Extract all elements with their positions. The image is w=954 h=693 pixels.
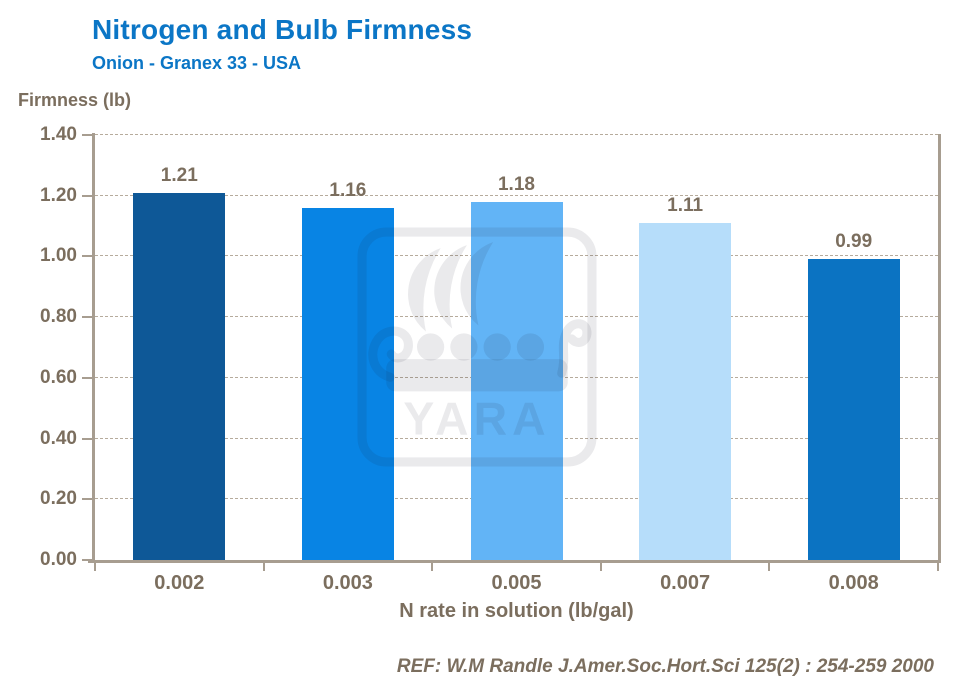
y-axis-tick	[82, 376, 92, 379]
bar-0.002	[133, 192, 226, 560]
bar-0.008	[807, 259, 900, 560]
y-axis-line	[92, 133, 95, 561]
x-axis-tick	[262, 563, 265, 571]
y-tick-label: 0.00	[40, 549, 77, 570]
chart-subtitle: Onion - Granex 33 - USA	[92, 53, 302, 73]
x-axis-line	[88, 560, 941, 563]
y-tick-label: 1.00	[40, 245, 77, 267]
y-tick-label: 1.20	[40, 184, 77, 206]
bar-value-label: 1.16	[329, 179, 367, 201]
y-axis-tick	[82, 134, 92, 136]
bar-0.007	[639, 223, 732, 560]
y-axis-tick	[82, 559, 92, 561]
gridline	[95, 134, 938, 135]
x-axis-title: N rate in solution (lb/gal)	[399, 600, 634, 622]
y-tick-label: 1.40	[40, 124, 77, 145]
x-axis-tick	[599, 563, 602, 571]
x-category-label: 0.002	[154, 572, 205, 594]
y-tick-label: 0.20	[40, 488, 77, 510]
y-axis-tick	[82, 498, 92, 501]
bar-0.005	[470, 201, 563, 560]
x-category-label: 0.003	[322, 572, 373, 594]
gridline	[95, 194, 938, 196]
y-axis-tick	[82, 437, 92, 440]
x-axis-tick	[768, 563, 771, 571]
x-category-label: 0.008	[828, 572, 879, 594]
y-axis-title: Firmness (lb)	[18, 90, 132, 110]
chart-title: Nitrogen and Bulb Firmness	[92, 14, 473, 45]
bar-value-label: 1.11	[667, 195, 704, 217]
y-tick-label: 0.40	[40, 427, 77, 449]
x-category-label: 0.007	[660, 572, 711, 594]
bar-value-label: 0.99	[835, 231, 873, 253]
x-axis-tick	[94, 563, 96, 571]
x-category-label: 0.005	[491, 572, 542, 594]
x-axis-tick	[431, 563, 434, 571]
plot-area: 1.40 1.20 1.00 0.80 0.60 0.40 0.20 0.00 1.21 0.00…	[40, 124, 941, 594]
bar-value-label: 1.21	[160, 164, 198, 186]
reference-citation: REF: W.M Randle J.Amer.Soc.Hort.Sci 125(…	[396, 656, 934, 677]
bar-0.003	[301, 207, 394, 560]
y-axis-tick	[82, 194, 92, 197]
plot-right-border	[938, 134, 941, 561]
y-tick-label: 0.60	[40, 366, 77, 388]
y-axis-tick	[82, 316, 92, 319]
y-tick-label: 0.80	[40, 306, 77, 328]
x-axis-tick	[937, 563, 939, 571]
bar-value-label: 1.18	[497, 173, 535, 195]
y-axis-tick	[82, 255, 92, 258]
